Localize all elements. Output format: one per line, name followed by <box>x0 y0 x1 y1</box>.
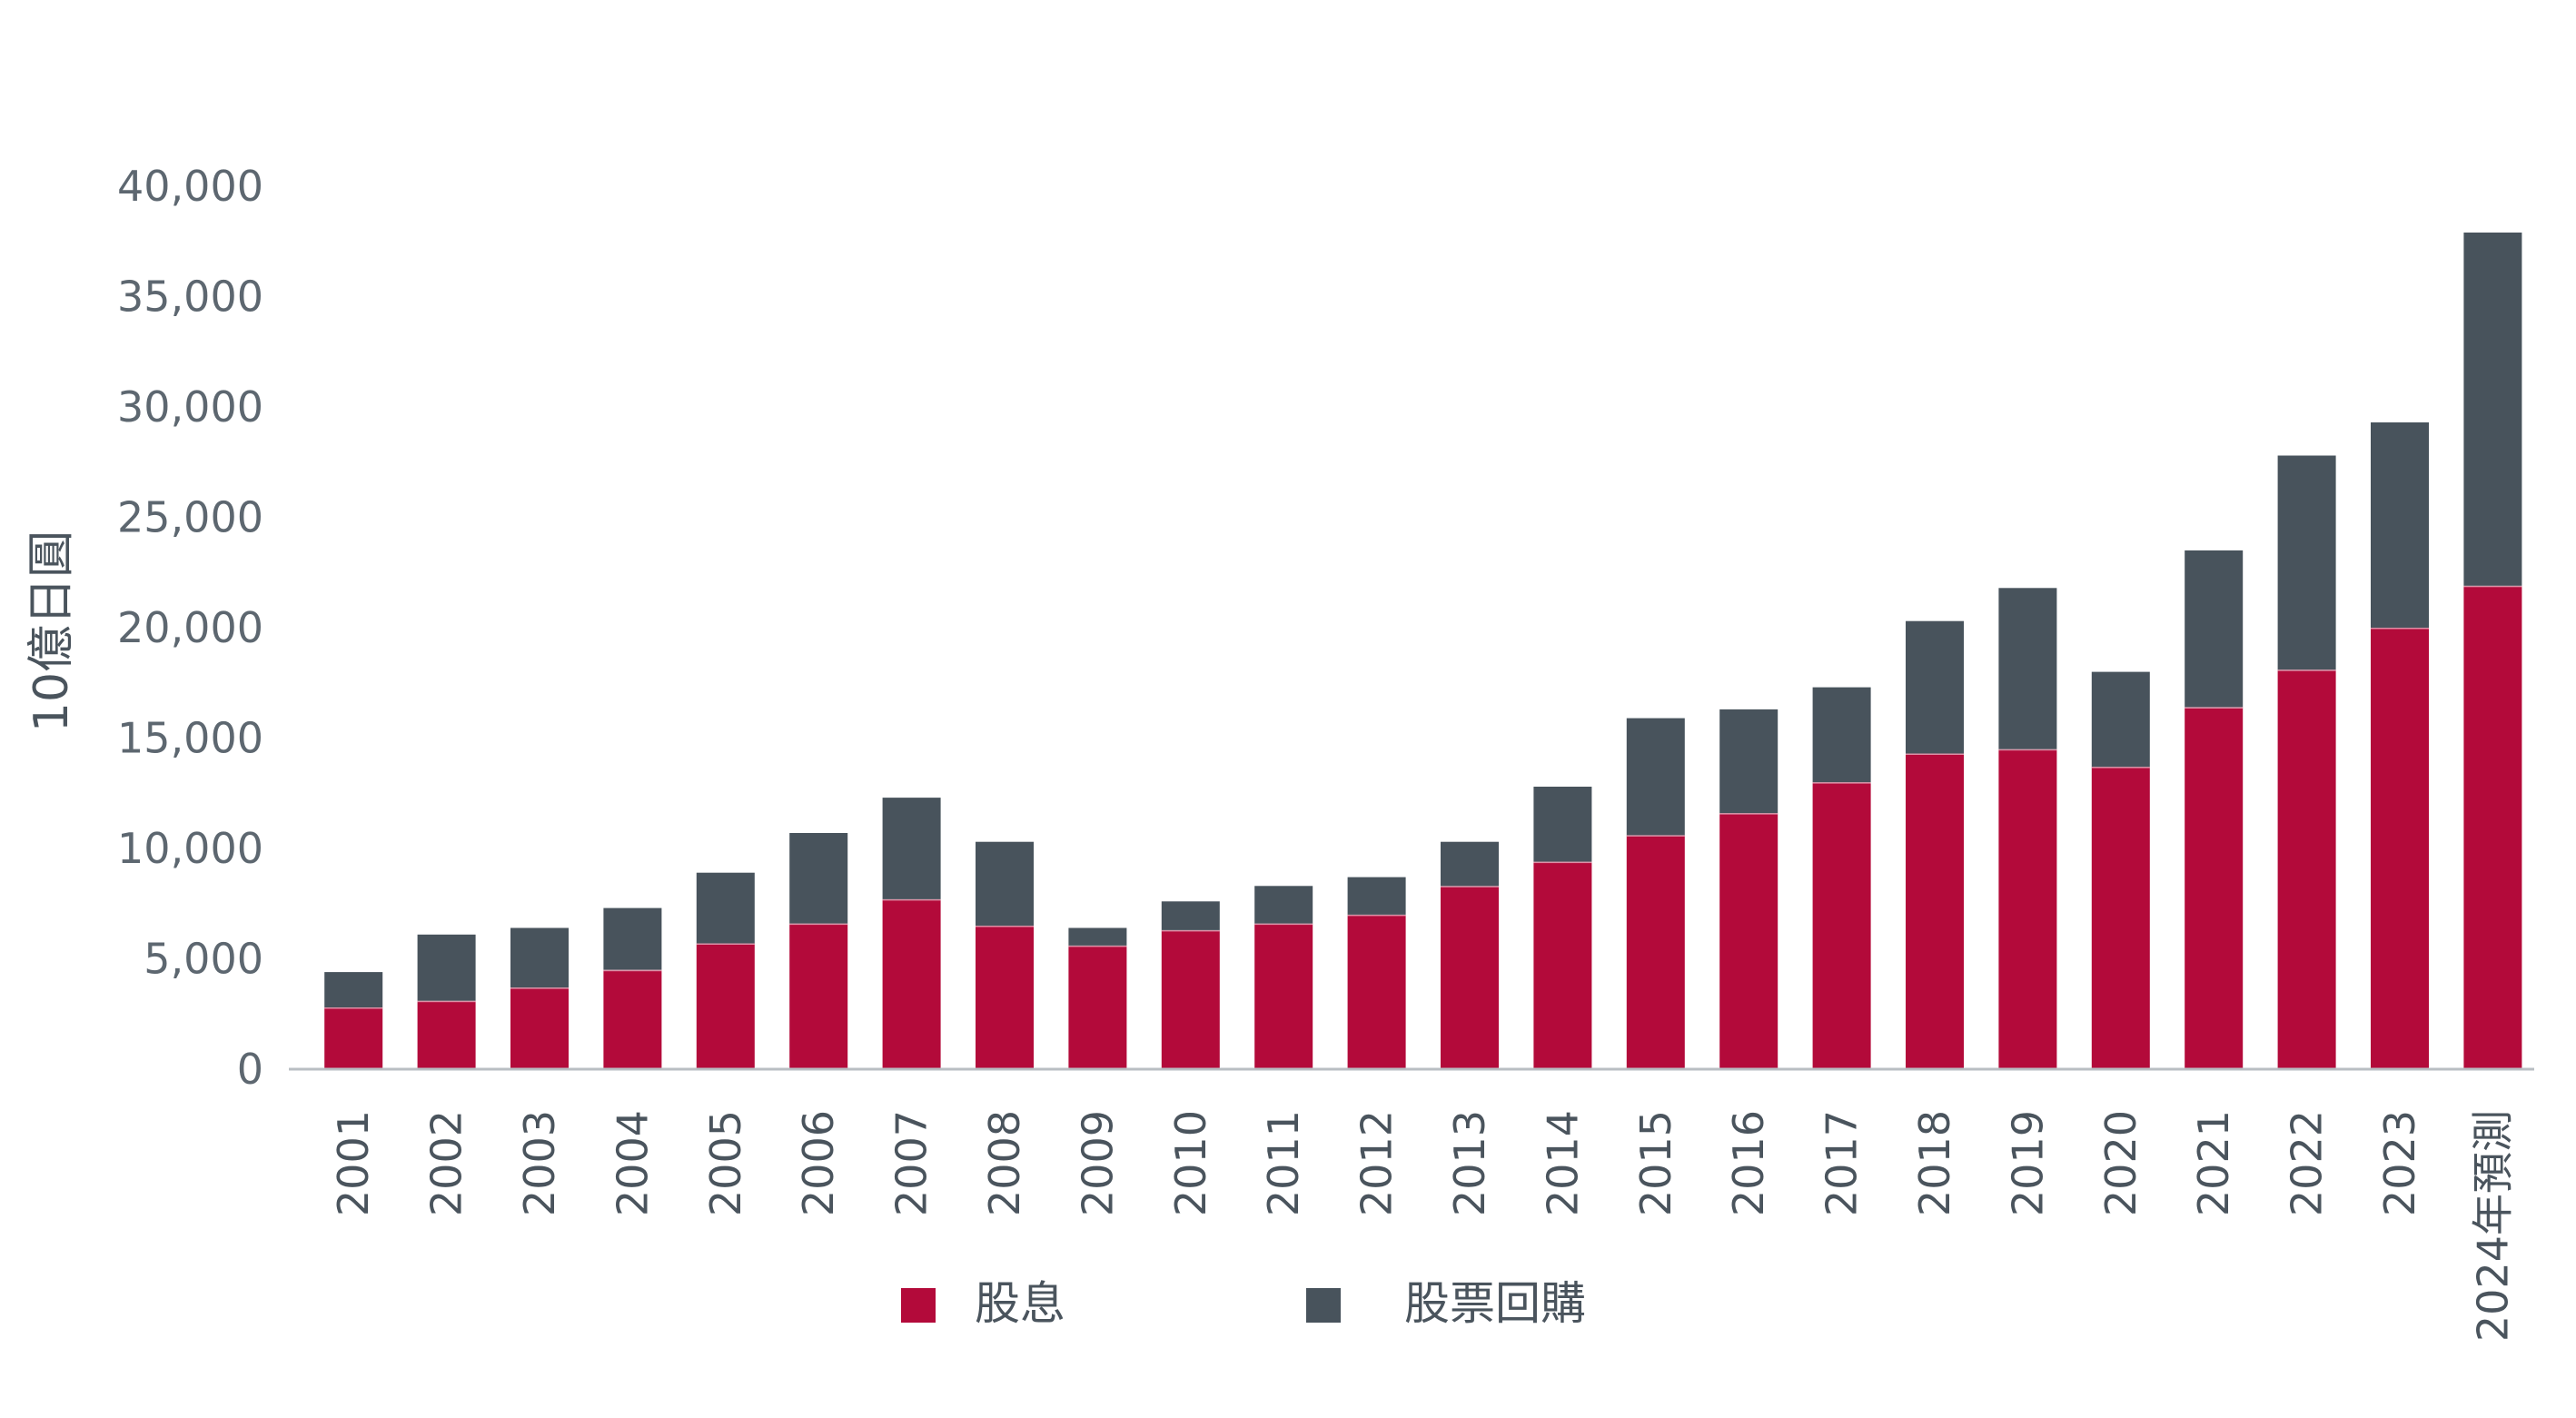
bar-dividends-1 <box>417 1000 476 1069</box>
bar-buybacks-7 <box>976 841 1034 926</box>
bar-dividends-9 <box>1161 929 1220 1069</box>
x-category-label: 2011 <box>1259 1110 1308 1216</box>
bar-buybacks-10 <box>1254 886 1313 924</box>
bar-stack-separator <box>1626 833 1685 837</box>
bar-dividends-4 <box>696 943 755 1069</box>
bar-buybacks-20 <box>2185 550 2244 708</box>
bar-buybacks-18 <box>1998 588 2057 749</box>
bar-buybacks-14 <box>1626 718 1685 836</box>
bar-area <box>324 233 2522 1069</box>
x-category-label: 2024年預測 <box>2468 1110 2517 1342</box>
legend: 股息 股票回購 <box>901 1277 1586 1330</box>
bar-stack-separator <box>1347 913 1406 917</box>
bar-dividends-19 <box>2091 767 2150 1069</box>
x-category-label: 2022 <box>2283 1110 2332 1216</box>
bar-buybacks-16 <box>1812 687 1871 783</box>
x-category-label: 2017 <box>1818 1110 1867 1216</box>
bar-dividends-16 <box>1812 782 1871 1069</box>
x-category-label: 2012 <box>1352 1110 1402 1216</box>
y-tick-label: 5,000 <box>144 935 263 984</box>
x-category-label: 2015 <box>1631 1110 1680 1216</box>
y-tick-label: 25,000 <box>117 493 263 542</box>
bar-dividends-21 <box>2277 669 2336 1069</box>
x-category-label: 2007 <box>887 1110 936 1216</box>
y-tick-label: 15,000 <box>117 714 263 763</box>
bar-dividends-10 <box>1254 923 1313 1069</box>
bar-buybacks-4 <box>696 872 755 944</box>
x-category-label: 2023 <box>2375 1110 2424 1216</box>
y-axis-tick-labels: 0 5,000 10,000 15,000 20,000 25,000 30,000 35,0… <box>117 162 263 1094</box>
bar-dividends-12 <box>1441 886 1499 1069</box>
x-category-label: 2014 <box>1538 1110 1587 1216</box>
bar-buybacks-3 <box>603 907 662 970</box>
x-category-label: 2004 <box>608 1110 657 1216</box>
x-category-label: 2006 <box>794 1110 843 1216</box>
bar-buybacks-15 <box>1719 709 1778 814</box>
bar-stack-separator <box>603 968 662 972</box>
bar-buybacks-19 <box>2091 671 2150 768</box>
bar-buybacks-22 <box>2371 422 2429 628</box>
x-category-label: 2019 <box>2003 1110 2052 1216</box>
bar-dividends-20 <box>2185 707 2244 1069</box>
x-category-label: 2021 <box>2189 1110 2238 1216</box>
bar-stack-separator <box>1161 928 1220 932</box>
bar-dividends-18 <box>1998 749 2057 1069</box>
bar-dividends-23 <box>2463 585 2522 1069</box>
y-tick-label: 10,000 <box>117 824 263 873</box>
y-tick-label: 40,000 <box>117 162 263 211</box>
x-category-label: 2001 <box>329 1110 378 1216</box>
bar-buybacks-11 <box>1347 877 1406 915</box>
bar-buybacks-0 <box>324 972 383 1007</box>
bar-stack-separator <box>2185 706 2244 709</box>
x-category-label: 2002 <box>422 1110 471 1216</box>
legend-swatch-buybacks <box>1306 1288 1341 1323</box>
bar-dividends-15 <box>1719 813 1778 1069</box>
y-tick-label: 35,000 <box>117 273 263 322</box>
x-category-label: 2020 <box>2096 1110 2145 1216</box>
bar-stack-separator <box>1998 748 2057 751</box>
bar-buybacks-1 <box>417 934 476 1001</box>
bar-dividends-11 <box>1347 914 1406 1069</box>
bar-dividends-3 <box>603 969 662 1069</box>
x-category-label: 2005 <box>701 1110 750 1216</box>
bar-dividends-5 <box>789 923 848 1069</box>
legend-label-dividends: 股息 <box>975 1277 1065 1330</box>
x-category-label: 2010 <box>1166 1110 1215 1216</box>
bar-dividends-0 <box>324 1007 383 1069</box>
bar-stack-separator <box>882 897 941 901</box>
y-tick-label: 0 <box>237 1045 263 1094</box>
bar-buybacks-8 <box>1068 927 1127 946</box>
bar-buybacks-13 <box>1533 787 1592 862</box>
bar-buybacks-9 <box>1161 901 1220 930</box>
bar-dividends-8 <box>1068 945 1127 1069</box>
bar-dividends-14 <box>1626 835 1685 1069</box>
x-category-label: 2003 <box>515 1110 564 1216</box>
bar-dividends-22 <box>2371 628 2429 1069</box>
bar-buybacks-23 <box>2463 233 2522 586</box>
y-tick-label: 20,000 <box>117 603 263 652</box>
y-tick-label: 30,000 <box>117 382 263 431</box>
bar-buybacks-21 <box>2277 455 2336 670</box>
x-category-label: 2009 <box>1073 1110 1122 1216</box>
bar-dividends-2 <box>510 987 569 1069</box>
bar-buybacks-6 <box>882 798 941 899</box>
x-category-label: 2018 <box>1910 1110 1959 1216</box>
bar-dividends-6 <box>882 898 941 1069</box>
legend-swatch-dividends <box>901 1288 936 1323</box>
x-category-label: 2016 <box>1724 1110 1773 1216</box>
x-axis-category-labels: 2001 2002 2003 2004 2005 2006 2007 2008 2009 2010… <box>329 1110 2517 1342</box>
bar-buybacks-2 <box>510 927 569 988</box>
bar-buybacks-5 <box>789 833 848 924</box>
y-axis-title: 10億日圓 <box>25 531 79 732</box>
bar-dividends-7 <box>976 926 1034 1069</box>
bar-dividends-17 <box>1906 753 1964 1069</box>
bar-buybacks-17 <box>1906 620 1964 754</box>
legend-label-buybacks: 股票回購 <box>1404 1277 1586 1330</box>
x-category-label: 2008 <box>980 1110 1029 1216</box>
bar-dividends-13 <box>1533 861 1592 1069</box>
x-category-label: 2013 <box>1445 1110 1494 1216</box>
bar-buybacks-12 <box>1441 841 1499 887</box>
